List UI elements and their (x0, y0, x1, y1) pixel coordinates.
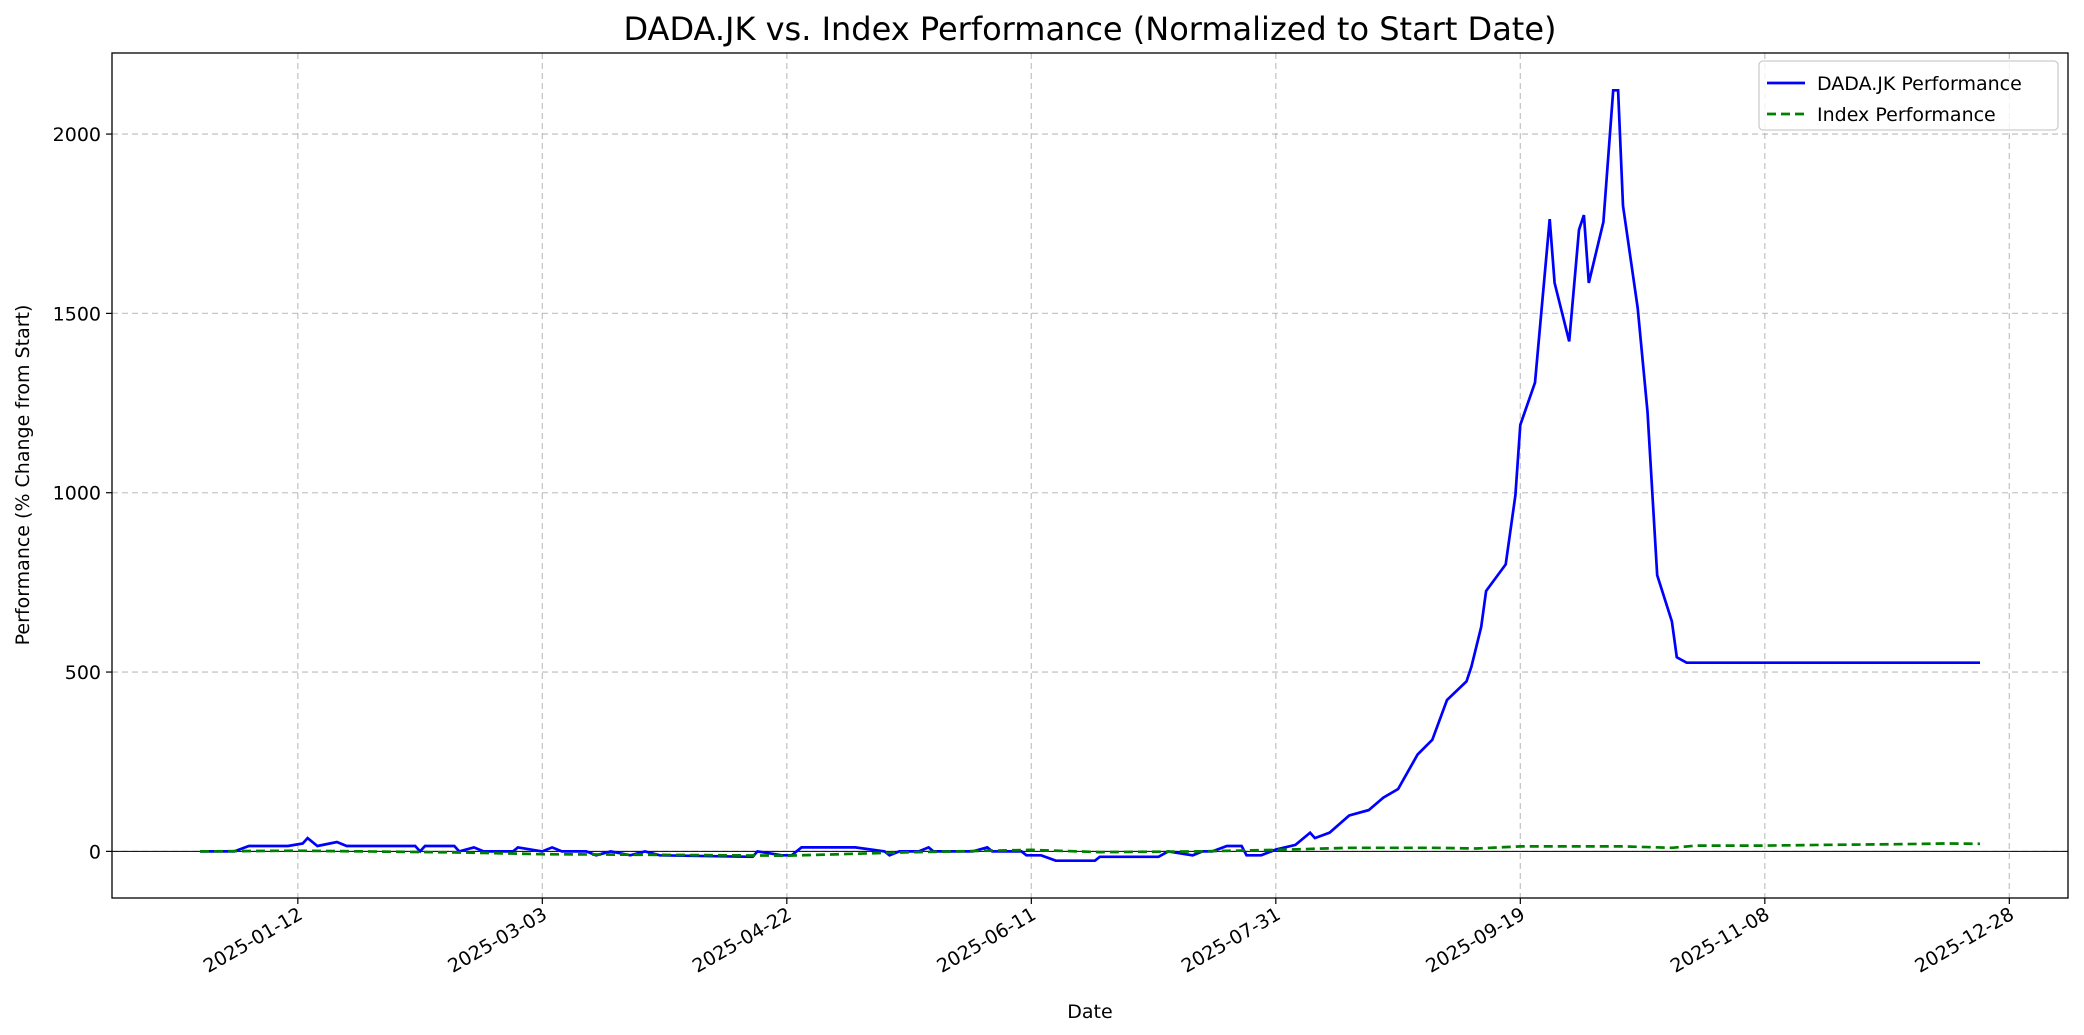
y-tick-label: 2000 (53, 124, 101, 146)
series-line (200, 88, 1980, 863)
x-axis-label: Date (1067, 1001, 1112, 1023)
y-tick-label: 0 (89, 841, 101, 863)
y-tick-label: 500 (65, 662, 101, 684)
y-tick-label: 1500 (53, 303, 101, 325)
legend-label: Index Performance (1817, 104, 1996, 126)
plot-frame (111, 52, 2069, 899)
legend: DADA.JK Performance Index Performance (1758, 60, 2059, 131)
legend-frame (1758, 60, 2059, 131)
legend-label: DADA.JK Performance (1817, 73, 2022, 95)
series-line (199, 842, 1981, 858)
y-tick-label: 1000 (53, 483, 101, 505)
y-axis-label: Performance (% Change from Start) (12, 305, 34, 646)
chart-title: DADA.JK vs. Index Performance (Normalize… (623, 10, 1556, 48)
